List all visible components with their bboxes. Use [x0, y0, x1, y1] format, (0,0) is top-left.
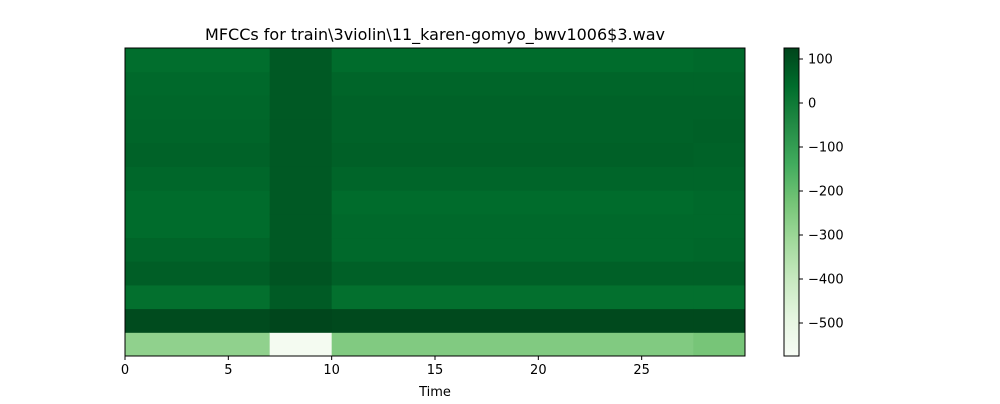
heatmap-cell: [269, 166, 333, 191]
heatmap-cell: [125, 237, 271, 262]
heatmap-cell: [269, 213, 333, 239]
x-axis-label: Time: [418, 385, 451, 400]
colorbar-tick-label: −200: [808, 185, 844, 200]
heatmap-cell: [331, 119, 694, 144]
colorbar-axis: 100 0 −100 −200 −300 −400 −500: [799, 53, 844, 332]
heatmap-cell: [331, 48, 694, 73]
heatmap-cell: [693, 237, 745, 262]
heatmap-cell: [125, 284, 271, 310]
heatmap-cell: [693, 71, 745, 96]
heatmap-cell: [693, 284, 745, 310]
x-tick-label: 25: [633, 363, 650, 378]
heatmap-cell: [269, 142, 333, 167]
colorbar-tick-label: −100: [808, 141, 844, 156]
heatmap-cell: [693, 190, 745, 215]
chart-title: MFCCs for train\3violin\11_karen-gomyo_b…: [205, 25, 665, 45]
heatmap-cell: [125, 332, 271, 356]
heatmap-cell: [331, 95, 694, 120]
heatmap-cell: [125, 119, 271, 144]
heatmap-cell: [693, 142, 745, 167]
x-tick-label: 20: [530, 363, 547, 378]
heatmap-cell: [331, 213, 694, 239]
heatmap-cell: [693, 48, 745, 73]
heatmap-cell: [269, 190, 333, 215]
heatmap-cell: [331, 71, 694, 96]
heatmap-cell: [331, 166, 694, 191]
heatmap-cell: [331, 284, 694, 310]
heatmap-cell: [125, 190, 271, 215]
heatmap-cell: [125, 142, 271, 167]
heatmap-cell: [125, 308, 271, 333]
heatmap-cell: [331, 308, 694, 333]
heatmap-cell: [693, 332, 745, 356]
heatmap-cell: [125, 166, 271, 191]
heatmap-cell: [269, 284, 333, 310]
heatmap-cell: [269, 119, 333, 144]
heatmap-cell: [693, 166, 745, 191]
heatmap-cell: [331, 332, 694, 356]
colorbar-tick-label: 100: [808, 53, 833, 68]
heatmap-cell: [269, 261, 333, 286]
heatmap-cell: [269, 237, 333, 262]
colorbar-tick-label: −500: [808, 317, 844, 332]
heatmap-cell: [693, 119, 745, 144]
heatmap-cell: [269, 95, 333, 120]
heatmap-cell: [331, 142, 694, 167]
heatmap-cell: [331, 190, 694, 215]
x-tick-label: 0: [121, 363, 129, 378]
colorbar-tick-label: −400: [808, 273, 844, 288]
heatmap-cell: [125, 48, 271, 73]
heatmap-cell: [269, 308, 333, 333]
x-tick-label: 5: [224, 363, 232, 378]
heatmap-cell: [331, 237, 694, 262]
heatmap-cell: [125, 261, 271, 286]
heatmap-cell: [125, 213, 271, 239]
colorbar-tick-label: −300: [808, 229, 844, 244]
x-tick-label: 15: [427, 363, 444, 378]
heatmap-cell: [269, 48, 333, 73]
colorbar-tick-label: 0: [808, 97, 816, 112]
colorbar: [783, 47, 800, 357]
heatmap-cell: [693, 95, 745, 120]
heatmap-cell: [693, 308, 745, 333]
heatmap-cells: [125, 48, 745, 356]
heatmap-cell: [269, 332, 333, 356]
heatmap-cell: [125, 71, 271, 96]
heatmap-cell: [331, 261, 694, 286]
x-tick-label: 10: [323, 363, 340, 378]
heatmap-cell: [693, 213, 745, 239]
x-axis: 0 5 10 15 20 25: [121, 356, 650, 378]
heatmap-cell: [125, 95, 271, 120]
heatmap-cell: [693, 261, 745, 286]
heatmap-cell: [269, 71, 333, 96]
